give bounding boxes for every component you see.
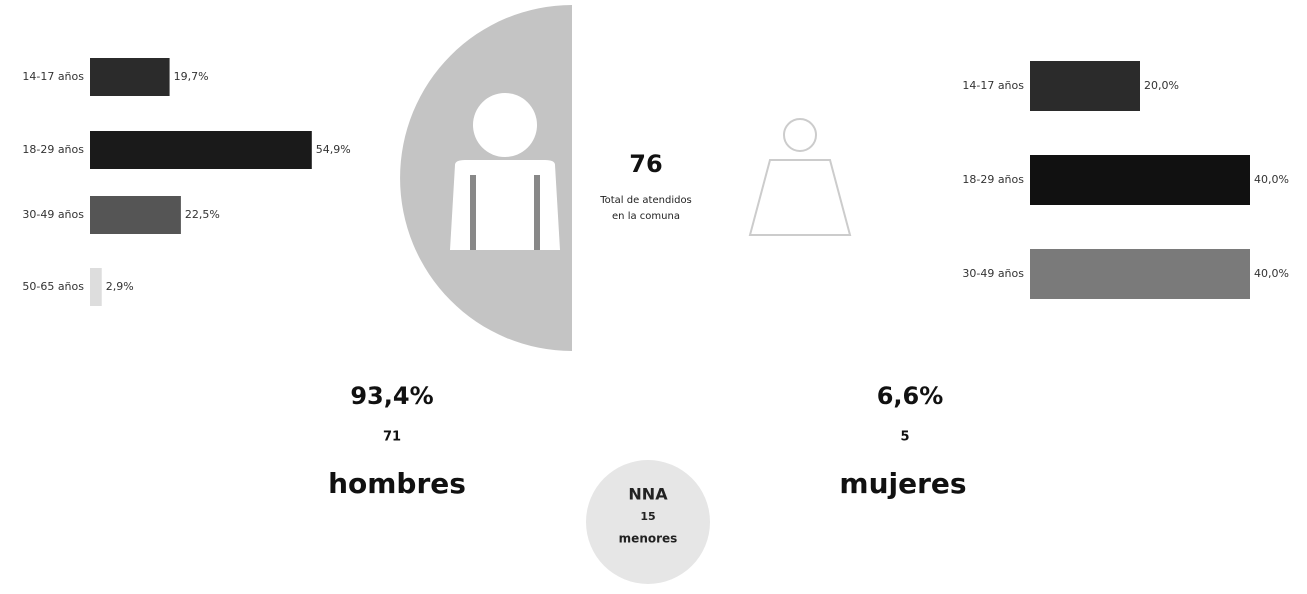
minors-count: 15: [640, 510, 655, 523]
female-icon: [748, 118, 852, 236]
minors-label: menores: [619, 532, 678, 546]
category-label: 30-49 años: [22, 208, 84, 221]
bar: [90, 196, 181, 234]
total-label: Total de atendidos: [599, 195, 692, 206]
total-value: 76: [629, 150, 662, 178]
category-label: 18-29 años: [22, 143, 84, 156]
value-label: 54,9%: [316, 143, 351, 156]
value-label: 40,0%: [1254, 267, 1289, 280]
male-icon-shade: [470, 175, 540, 250]
category-label: 14-17 años: [22, 70, 84, 83]
value-label: 2,9%: [106, 280, 134, 293]
bar: [1030, 155, 1250, 205]
bar: [1030, 61, 1140, 111]
bar: [90, 131, 312, 169]
men-count: 71: [383, 430, 401, 445]
category-label: 14-17 años: [962, 79, 1024, 92]
bar: [90, 268, 102, 306]
category-label: 30-49 años: [962, 267, 1024, 280]
bar: [1030, 249, 1250, 299]
women-count: 5: [900, 430, 909, 445]
minors-circle: [586, 460, 710, 584]
bar: [90, 58, 170, 96]
category-label: 50-65 años: [22, 280, 84, 293]
value-label: 40,0%: [1254, 173, 1289, 186]
men-label: hombres: [328, 467, 466, 500]
men-percent: 93,4%: [350, 382, 433, 410]
minors-title: NNA: [628, 485, 668, 504]
category-label: 18-29 años: [962, 173, 1024, 186]
value-label: 19,7%: [174, 70, 209, 83]
value-label: 22,5%: [185, 208, 220, 221]
women-label: mujeres: [839, 467, 966, 500]
women-percent: 6,6%: [877, 382, 944, 410]
value-label: 20,0%: [1144, 79, 1179, 92]
total-label: en la comuna: [612, 211, 680, 222]
